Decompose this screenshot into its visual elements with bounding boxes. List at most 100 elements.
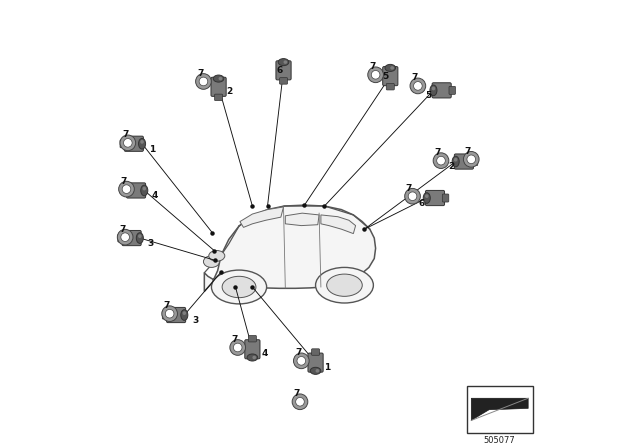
FancyBboxPatch shape — [244, 340, 260, 359]
Polygon shape — [471, 398, 528, 421]
Polygon shape — [240, 207, 284, 228]
Text: 7: 7 — [295, 349, 301, 358]
Bar — [467, 386, 532, 433]
Circle shape — [368, 67, 383, 82]
Ellipse shape — [326, 274, 362, 296]
Ellipse shape — [182, 311, 186, 315]
Text: 4: 4 — [261, 349, 268, 358]
Ellipse shape — [425, 194, 429, 198]
Ellipse shape — [430, 85, 437, 96]
Circle shape — [433, 153, 449, 168]
Text: 1: 1 — [324, 362, 331, 371]
Polygon shape — [204, 205, 376, 292]
Circle shape — [463, 151, 479, 167]
Circle shape — [124, 138, 132, 147]
FancyBboxPatch shape — [471, 158, 477, 166]
FancyBboxPatch shape — [122, 186, 129, 194]
Circle shape — [296, 397, 304, 406]
Circle shape — [118, 181, 134, 197]
Ellipse shape — [423, 193, 430, 203]
Ellipse shape — [284, 60, 287, 64]
Circle shape — [162, 306, 177, 322]
Ellipse shape — [278, 59, 289, 66]
Ellipse shape — [140, 140, 144, 144]
Text: 7: 7 — [122, 130, 129, 139]
Text: 6: 6 — [419, 199, 425, 208]
Circle shape — [408, 192, 417, 201]
Ellipse shape — [141, 185, 148, 196]
Circle shape — [467, 155, 476, 164]
Circle shape — [413, 82, 422, 90]
Ellipse shape — [310, 367, 321, 375]
FancyBboxPatch shape — [312, 349, 319, 355]
Text: 7: 7 — [435, 148, 441, 157]
Text: 7: 7 — [405, 184, 412, 193]
FancyBboxPatch shape — [127, 183, 146, 198]
Text: 4: 4 — [152, 191, 158, 200]
FancyBboxPatch shape — [120, 140, 127, 148]
Circle shape — [117, 229, 133, 245]
Ellipse shape — [209, 250, 225, 261]
Text: 5: 5 — [426, 91, 432, 100]
Circle shape — [436, 156, 445, 165]
Ellipse shape — [385, 65, 396, 71]
Ellipse shape — [252, 356, 256, 359]
FancyBboxPatch shape — [122, 230, 141, 246]
Text: 7: 7 — [231, 335, 237, 344]
Circle shape — [292, 394, 308, 409]
FancyBboxPatch shape — [166, 307, 186, 323]
FancyBboxPatch shape — [211, 77, 226, 96]
Text: 3: 3 — [147, 239, 154, 248]
Text: 3: 3 — [192, 316, 198, 325]
FancyBboxPatch shape — [118, 234, 124, 242]
Ellipse shape — [316, 369, 319, 373]
Circle shape — [410, 78, 426, 94]
Ellipse shape — [454, 158, 458, 162]
Circle shape — [234, 343, 242, 352]
Ellipse shape — [390, 66, 394, 70]
Text: 7: 7 — [198, 69, 204, 78]
Circle shape — [371, 70, 380, 79]
FancyBboxPatch shape — [454, 154, 474, 169]
Text: 7: 7 — [121, 177, 127, 185]
Ellipse shape — [180, 310, 188, 320]
Circle shape — [196, 73, 211, 89]
Text: 7: 7 — [411, 73, 417, 82]
Ellipse shape — [138, 138, 145, 149]
FancyBboxPatch shape — [124, 136, 143, 151]
Circle shape — [121, 233, 129, 241]
Ellipse shape — [222, 276, 256, 297]
Circle shape — [297, 357, 306, 365]
FancyBboxPatch shape — [308, 353, 323, 372]
Text: 2: 2 — [448, 162, 454, 172]
Circle shape — [122, 185, 131, 194]
Text: 7: 7 — [369, 62, 375, 71]
FancyBboxPatch shape — [432, 83, 451, 98]
FancyBboxPatch shape — [248, 336, 257, 342]
FancyBboxPatch shape — [280, 78, 287, 84]
Circle shape — [165, 310, 174, 318]
Circle shape — [294, 353, 309, 369]
Ellipse shape — [138, 234, 141, 238]
FancyBboxPatch shape — [163, 311, 169, 319]
Text: 1: 1 — [149, 145, 156, 154]
FancyBboxPatch shape — [442, 194, 449, 202]
FancyBboxPatch shape — [383, 67, 398, 86]
Ellipse shape — [204, 256, 220, 267]
Ellipse shape — [211, 270, 267, 304]
FancyBboxPatch shape — [214, 94, 223, 101]
Ellipse shape — [219, 77, 222, 80]
Text: 7: 7 — [119, 224, 125, 234]
Text: 2: 2 — [227, 87, 233, 96]
Circle shape — [120, 135, 136, 151]
FancyBboxPatch shape — [426, 190, 445, 206]
Text: 505077: 505077 — [484, 436, 516, 445]
Text: 6: 6 — [276, 66, 283, 75]
FancyBboxPatch shape — [387, 83, 394, 90]
Ellipse shape — [316, 267, 373, 303]
Polygon shape — [285, 213, 319, 226]
Ellipse shape — [452, 156, 460, 167]
Ellipse shape — [136, 233, 143, 243]
Ellipse shape — [247, 354, 258, 361]
Text: 7: 7 — [163, 301, 170, 310]
